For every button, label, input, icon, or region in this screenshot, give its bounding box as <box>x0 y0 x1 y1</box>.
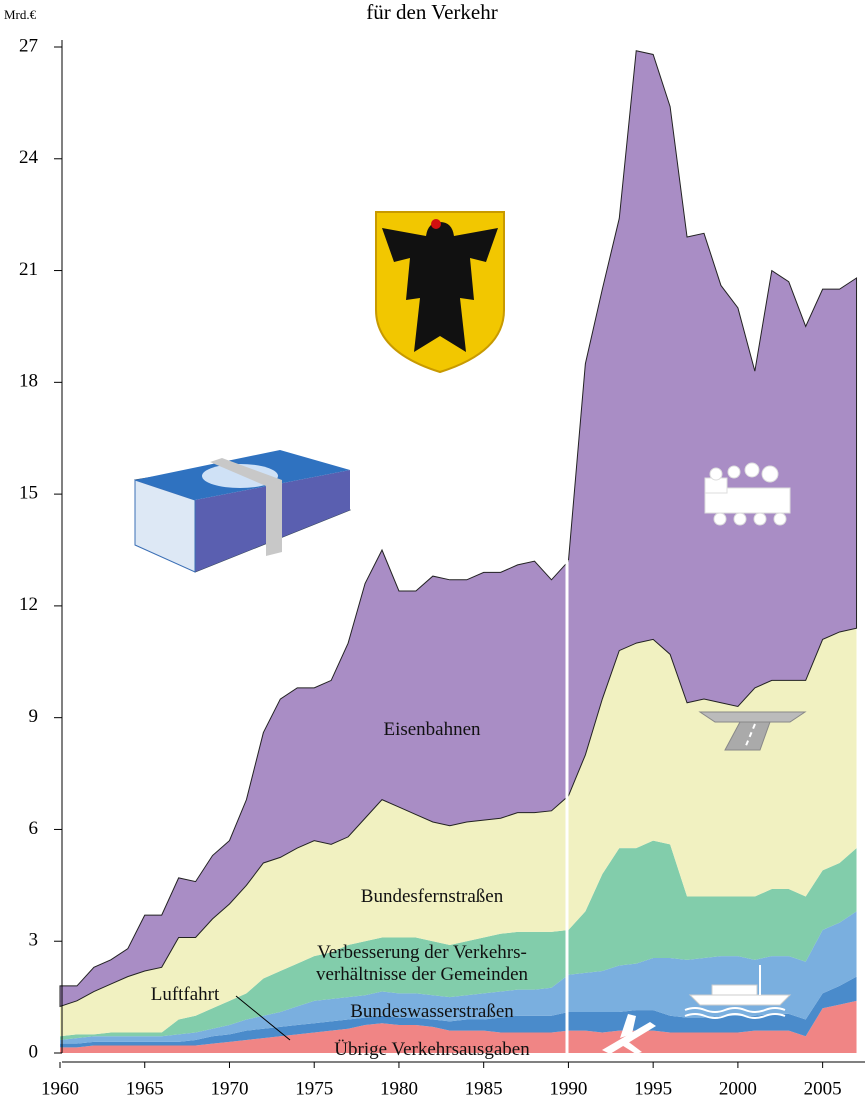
y-tick-label: 27 <box>19 35 38 56</box>
area <box>60 911 857 1044</box>
y-tick-label: 24 <box>19 147 39 168</box>
series-label: Bundeswasserstraßen <box>350 1001 514 1022</box>
y-tick-label: 21 <box>19 259 38 280</box>
y-axis-label: Mrd.€ <box>4 7 37 22</box>
y-tick-label: 15 <box>19 482 38 503</box>
x-tick-label: 1990 <box>549 1078 587 1099</box>
ship-icon <box>684 965 792 1019</box>
area <box>60 1000 857 1053</box>
series-label: Verbesserung der Verkehrs- verhältnisse … <box>315 942 529 985</box>
x-tick-label: 1995 <box>634 1078 672 1099</box>
series-label: Eisenbahnen <box>383 719 481 740</box>
y-tick-label: 3 <box>29 930 39 951</box>
y-tick-label: 9 <box>29 706 39 727</box>
series-label: Bundesfernstraßen <box>360 886 504 907</box>
coat-of-arms-icon <box>375 211 505 374</box>
chart-title: für den Verkehr <box>366 0 497 24</box>
area <box>60 976 857 1048</box>
x-tick-label: 1980 <box>380 1078 418 1099</box>
x-tick-label: 2000 <box>719 1078 757 1099</box>
y-tick-label: 12 <box>19 594 38 615</box>
x-tick-label: 1970 <box>210 1078 248 1099</box>
y-tick-label: 6 <box>29 818 39 839</box>
area <box>60 628 857 1037</box>
x-tick-label: 2005 <box>804 1078 842 1099</box>
y-tick-label: 18 <box>19 371 38 392</box>
plane-icon <box>602 1014 656 1054</box>
series-label: Übrige Verkehrsausgaben <box>334 1039 530 1060</box>
money-icon <box>134 450 351 573</box>
x-tick-label: 1960 <box>41 1078 79 1099</box>
x-tick-label: 1985 <box>465 1078 503 1099</box>
road-icon <box>698 711 807 751</box>
train-icon <box>704 462 791 526</box>
areas <box>59 50 858 1053</box>
x-tick-label: 1965 <box>126 1078 164 1099</box>
series-label: Luftfahrt <box>150 984 220 1005</box>
x-tick-label: 1975 <box>295 1078 333 1099</box>
area <box>60 840 857 1040</box>
leader-line <box>235 995 291 1041</box>
area <box>59 50 858 1008</box>
y-tick-label: 0 <box>29 1041 39 1062</box>
